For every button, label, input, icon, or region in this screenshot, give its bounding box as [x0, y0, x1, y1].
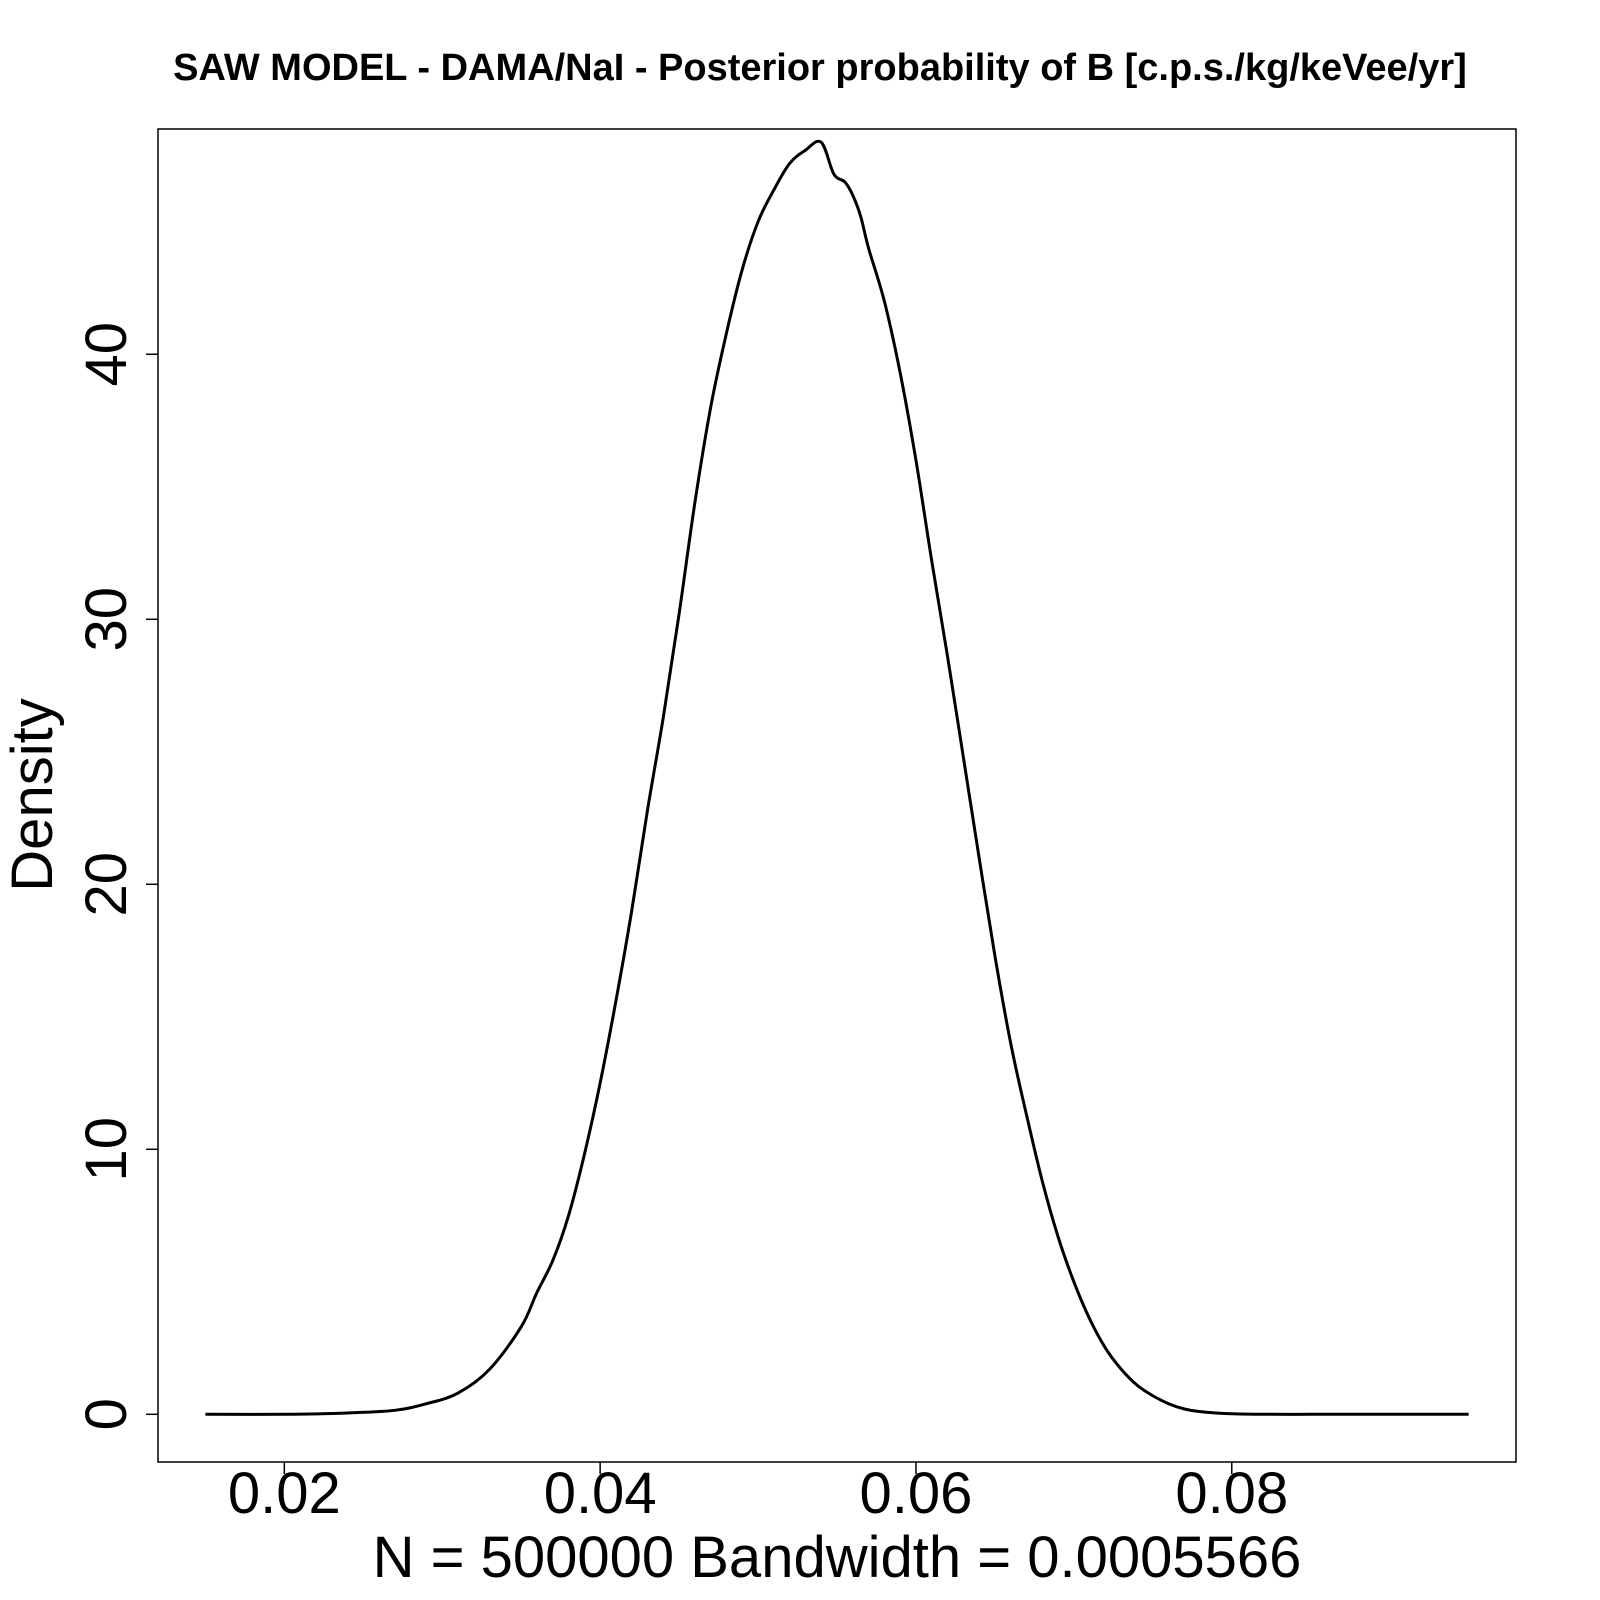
y-tick-label: 30 — [74, 587, 139, 652]
y-tick-label: 10 — [74, 1117, 139, 1182]
y-axis-label: Density — [0, 698, 65, 891]
x-tick-label: 0.02 — [228, 1461, 341, 1526]
plot-frame — [157, 128, 1517, 1463]
x-tick-label: 0.08 — [1175, 1461, 1288, 1526]
x-tick-label: 0.04 — [544, 1461, 657, 1526]
chart-title: SAW MODEL - DAMA/NaI - Posterior probabi… — [173, 47, 1467, 89]
x-axis: 0.02 0.04 0.06 0.08 — [228, 1461, 1288, 1526]
y-tick-label: 20 — [74, 852, 139, 917]
x-axis-label: N = 500000 Bandwidth = 0.0005566 — [373, 1525, 1302, 1590]
y-tick-label: 0 — [74, 1398, 139, 1430]
y-tick-label: 40 — [74, 322, 139, 387]
x-tick-label: 0.06 — [860, 1461, 973, 1526]
y-axis: 0 10 20 30 40 — [74, 322, 158, 1430]
density-curve — [205, 139, 1469, 1416]
